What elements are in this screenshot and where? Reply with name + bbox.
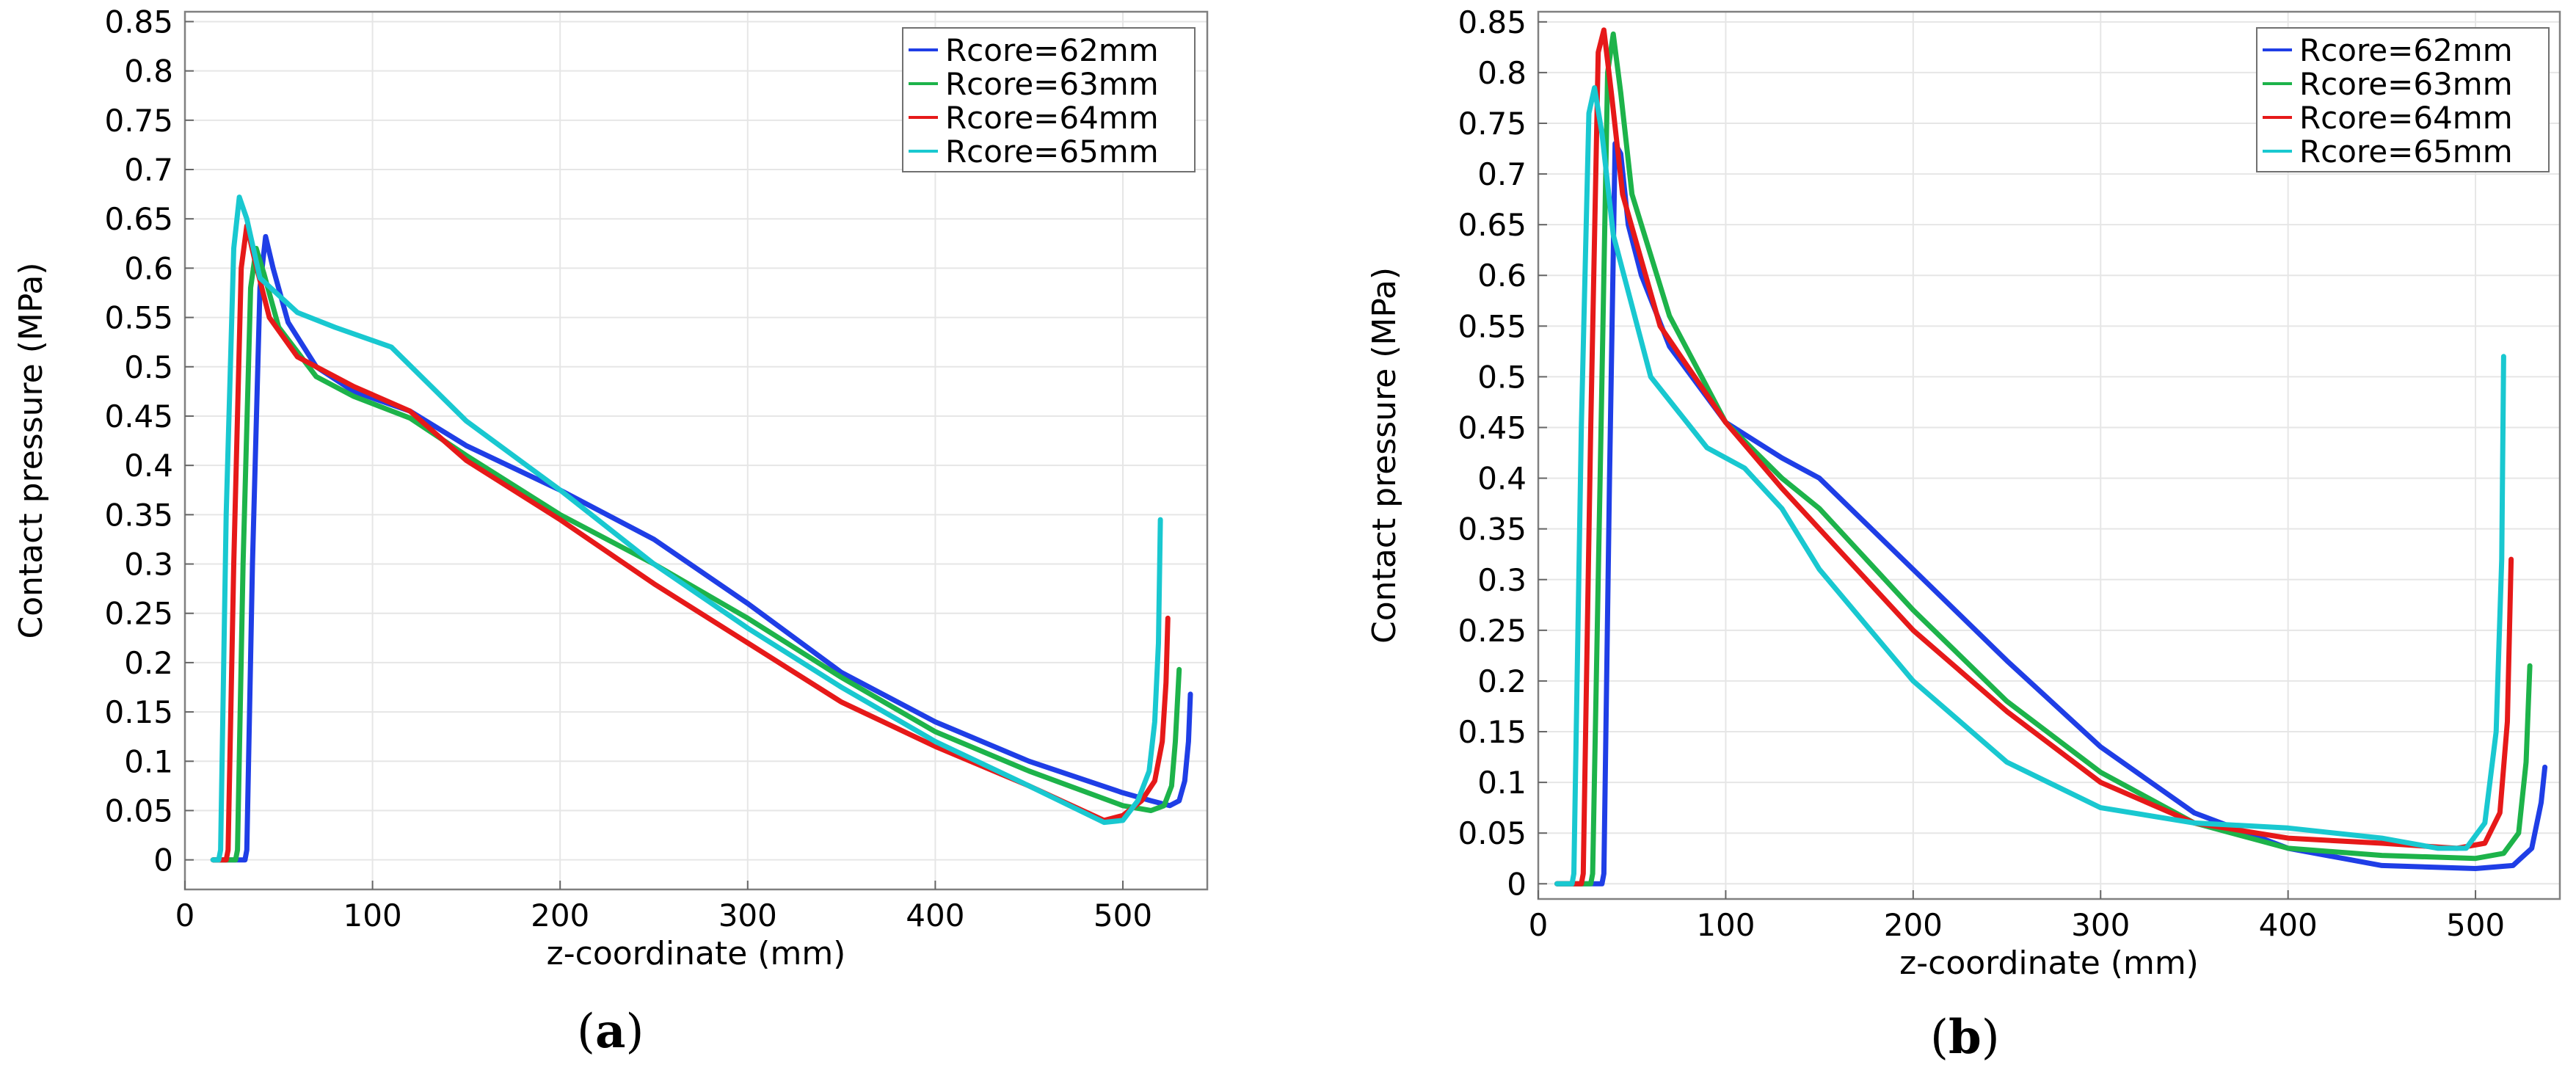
y-tick-label-16: 0.8: [1477, 55, 1527, 91]
y-tick-label-7: 0.35: [104, 497, 173, 533]
chart-b: 0 0.05 0.1 0.15 0.2 0.25 0.3 0.35 0.4 0.45 0.5 0.55…: [1366, 4, 2561, 982]
legend-label-4: Rcore=65mm: [945, 134, 1159, 170]
x-tick-label-1: 100: [1696, 907, 1755, 943]
y-tick-label-8: 0.4: [124, 448, 173, 484]
y-tick-label-4: 0.2: [1477, 663, 1527, 699]
y-tick-label-6: 0.3: [124, 547, 173, 583]
y-tick-label-0: 0: [1507, 866, 1527, 902]
legend-label-3: Rcore=64mm: [2299, 100, 2513, 136]
y-tick-label-11: 0.55: [104, 300, 173, 336]
y-tick-label-11: 0.55: [1458, 308, 1527, 344]
y-tick-label-13: 0.65: [1458, 207, 1527, 243]
x-tick-label-1: 100: [343, 898, 402, 933]
x-tick-label-4: 400: [906, 898, 964, 933]
y-tick-label-9: 0.45: [1458, 410, 1527, 446]
y-tick-label-1: 0.05: [1458, 815, 1527, 851]
y-tick-label-14: 0.7: [1477, 156, 1527, 192]
y-tick-label-2: 0.1: [1477, 765, 1527, 801]
x-tick-label-5: 500: [1094, 898, 1152, 933]
axes-frame: [183, 10, 1209, 891]
panel-label-b: (b): [1930, 1010, 2000, 1065]
y-tick-label-13: 0.65: [104, 201, 173, 237]
y-tick-label-16: 0.8: [124, 54, 173, 90]
y-tick-label-12: 0.6: [124, 250, 173, 286]
chart-a: 0 0.05 0.1 0.15 0.2 0.25 0.3 0.35 0.4 0.45 0.5 0.55…: [12, 4, 1209, 972]
legend-label-4: Rcore=65mm: [2299, 134, 2513, 170]
y-tick-label-15: 0.75: [104, 103, 173, 139]
x-tick-label-0: 0: [1529, 907, 1549, 943]
y-tick-label-5: 0.25: [1458, 613, 1527, 649]
panel-a-letter: a: [594, 1004, 626, 1059]
y-tick-label-17: 0.85: [1458, 4, 1527, 40]
y-tick-label-5: 0.25: [104, 596, 173, 632]
panel-label-a: (a): [577, 1004, 644, 1059]
x-tick-label-4: 400: [2259, 907, 2318, 943]
x-tick-label-2: 200: [531, 898, 589, 933]
x-tick-label-5: 500: [2446, 907, 2505, 943]
y-axis-label: Contact pressure (MPa): [1366, 267, 1403, 644]
x-tick-label-3: 300: [2071, 907, 2130, 943]
panel-b-letter: b: [1948, 1010, 1982, 1065]
x-tick-label-0: 0: [175, 898, 195, 933]
series-line-1: [1554, 141, 2548, 887]
series-line-4: [210, 194, 1163, 863]
y-tick-label-4: 0.2: [124, 645, 173, 681]
y-tick-label-8: 0.4: [1477, 461, 1527, 497]
series-line-4: [1554, 85, 2506, 887]
y-tick-label-10: 0.5: [1477, 359, 1527, 395]
x-tick-label-3: 300: [718, 898, 777, 933]
y-tick-label-7: 0.35: [1458, 512, 1527, 547]
x-tick-label-2: 200: [1884, 907, 1943, 943]
x-axis-label: z-coordinate (mm): [1899, 944, 2199, 982]
y-tick-label-17: 0.85: [104, 4, 173, 40]
y-tick-label-15: 0.75: [1458, 106, 1527, 142]
legend-box: [902, 27, 1196, 172]
legend-box: [2256, 27, 2550, 172]
x-axis-label: z-coordinate (mm): [547, 935, 846, 972]
legend-label-1: Rcore=62mm: [945, 32, 1159, 68]
y-tick-label-14: 0.7: [124, 152, 173, 188]
series-line-3: [210, 223, 1171, 863]
series-line-2: [210, 246, 1182, 863]
y-tick-label-9: 0.45: [104, 398, 173, 434]
y-tick-label-12: 0.6: [1477, 258, 1527, 294]
y-tick-label-10: 0.5: [124, 349, 173, 385]
series-line-2: [1554, 31, 2533, 887]
y-tick-label-2: 0.1: [124, 743, 173, 779]
y-tick-label-0: 0: [153, 842, 173, 878]
y-axis-label: Contact pressure (MPa): [12, 262, 50, 638]
legend-label-1: Rcore=62mm: [2299, 32, 2513, 68]
axes-frame: [1537, 10, 2561, 900]
y-tick-label-1: 0.05: [104, 793, 173, 829]
legend-label-2: Rcore=63mm: [945, 66, 1159, 102]
y-tick-label-3: 0.15: [104, 694, 173, 730]
legend-label-2: Rcore=63mm: [2299, 66, 2513, 102]
legend-label-3: Rcore=64mm: [945, 100, 1159, 136]
y-tick-label-3: 0.15: [1458, 714, 1527, 750]
y-tick-label-6: 0.3: [1477, 562, 1527, 598]
